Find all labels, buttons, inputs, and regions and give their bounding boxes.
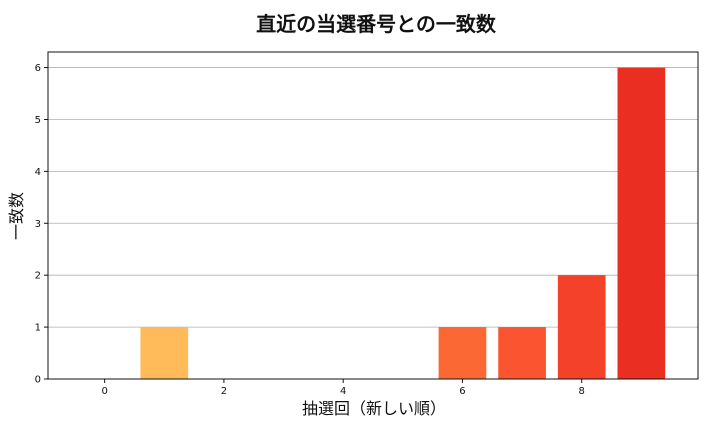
- y-tick-label-4: 4: [35, 167, 41, 178]
- bar-6: [438, 327, 487, 379]
- chart-title: 直近の当選番号との一致数: [256, 12, 497, 36]
- y-tick-label-6: 6: [35, 63, 41, 74]
- bars-layer: [140, 67, 666, 380]
- plot-frame: [47, 51, 699, 380]
- y-tick-label-0: 0: [35, 375, 41, 386]
- y-tick-label-3: 3: [35, 219, 41, 230]
- bar-1: [140, 327, 189, 379]
- x-tick-label-4: 4: [340, 386, 346, 397]
- y-tick-label-1: 1: [35, 323, 41, 334]
- y-tick-label-5: 5: [35, 115, 41, 126]
- ticks-layer: 0 2 4 6 8 0 1 2 3 4 5 6: [35, 63, 585, 397]
- bar-9: [617, 67, 666, 380]
- y-axis-label: 一致数: [7, 192, 26, 240]
- axis-layer: [47, 51, 699, 380]
- x-tick-label-2: 2: [221, 386, 227, 397]
- y-tick-label-2: 2: [35, 271, 41, 282]
- x-tick-label-8: 8: [579, 386, 585, 397]
- x-tick-label-6: 6: [459, 386, 465, 397]
- x-axis-label: 抽選回（新しい順）: [302, 399, 446, 418]
- bar-8: [557, 275, 606, 379]
- bar-7: [498, 327, 546, 379]
- x-tick-label-0: 0: [101, 386, 107, 397]
